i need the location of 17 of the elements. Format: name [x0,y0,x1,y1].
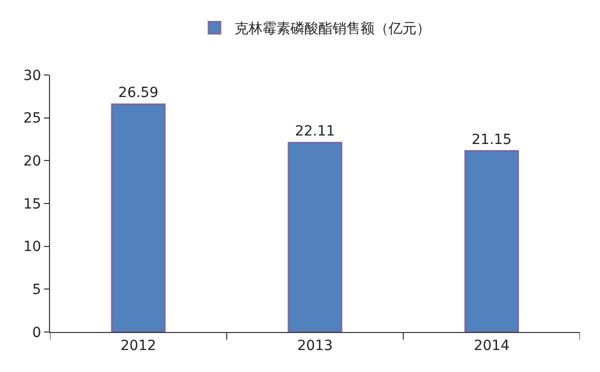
y-tick-label: 30 [23,68,42,84]
bar [464,150,519,332]
data-label: 21.15 [472,132,512,148]
x-tick-label: 2013 [297,338,333,354]
y-tick-label: 10 [23,239,42,256]
y-tick-label: 5 [32,282,42,298]
legend-label: 克林霉素磷酸酯销售额（亿元） [234,21,430,38]
y-tick-label: 0 [32,324,42,341]
data-label: 22.11 [294,124,336,140]
y-tick-label: 25 [23,110,42,127]
y-tick-label: 15 [23,196,42,212]
x-tick-label: 2012 [120,338,156,354]
x-tick-label: 2014 [474,338,510,354]
bar [111,103,166,332]
y-tick-label: 20 [23,154,42,170]
bar [288,142,342,332]
data-label: 26.59 [118,85,158,102]
